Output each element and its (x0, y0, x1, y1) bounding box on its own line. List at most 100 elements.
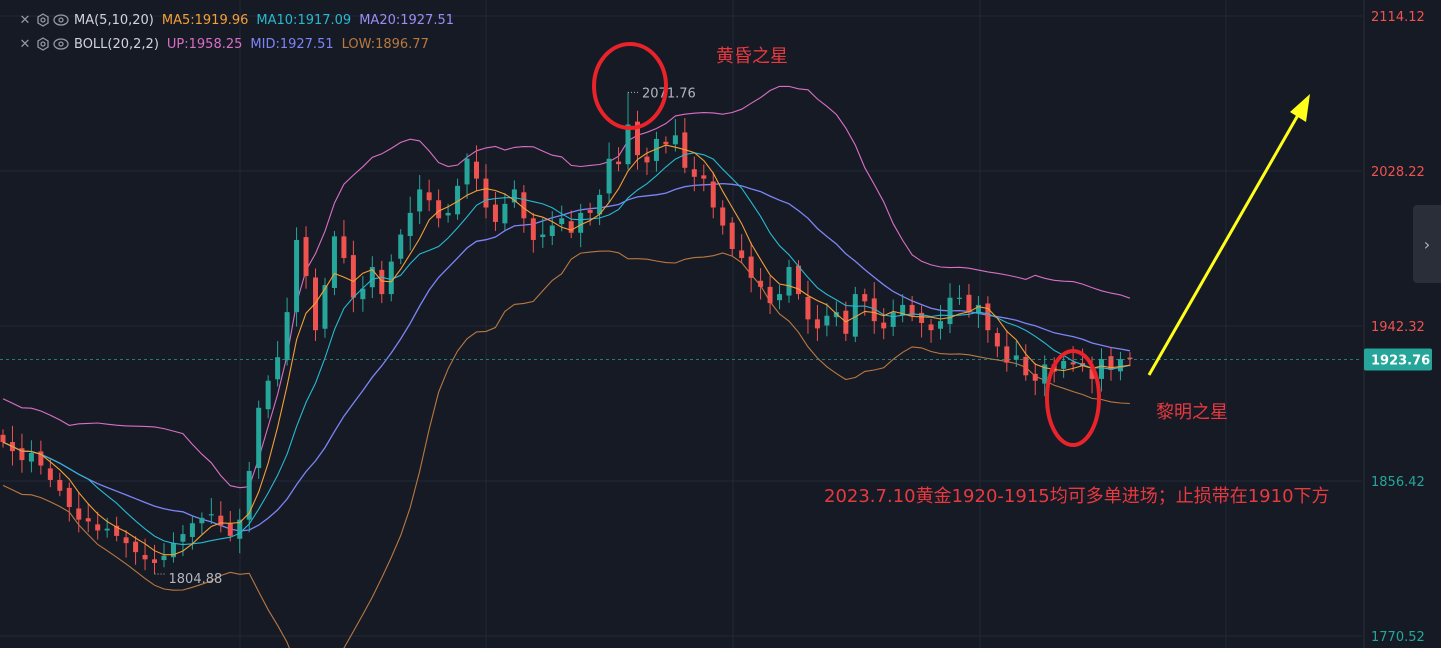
candle-body (644, 156, 650, 163)
candle-body (919, 312, 925, 323)
candle-body (938, 321, 944, 329)
candle-body (947, 297, 953, 325)
ma-legend-row: ✕ MA(5,10,20) MA5:1919.96 MA10:1917.09 M… (16, 10, 462, 30)
settings-icon[interactable] (34, 37, 52, 51)
candle-body (1099, 359, 1105, 379)
candle-body (985, 303, 991, 331)
candle-body (862, 294, 868, 302)
high-price-label: 2071.76 (642, 86, 696, 101)
candle-body (417, 189, 423, 212)
close-icon[interactable]: ✕ (19, 12, 31, 28)
candle-body (956, 297, 962, 299)
price-tick-label: 2028.22 (1371, 165, 1425, 180)
candle-body (388, 261, 394, 295)
candle-body (322, 285, 328, 329)
candle-body (606, 158, 612, 194)
candle-body (786, 267, 792, 296)
price-tick-label: 2114.12 (1371, 10, 1425, 25)
candle-body (521, 192, 527, 219)
candle-body (47, 468, 53, 480)
morning-star-label: 黎明之星 (1156, 402, 1228, 423)
candle-body (1127, 357, 1133, 360)
candle-body (928, 324, 934, 331)
candle-body (795, 265, 801, 295)
candle-body (398, 234, 404, 259)
candle-body (170, 543, 176, 558)
candle-body (0, 434, 6, 443)
candle-body (208, 514, 214, 516)
boll-lower-line (2, 250, 1130, 648)
candle-body (161, 555, 167, 561)
price-tick-label: 1770.52 (1371, 630, 1425, 645)
candle-body (189, 523, 195, 537)
candle-body (559, 218, 565, 225)
settings-icon[interactable] (34, 13, 52, 27)
candle-body (275, 357, 281, 380)
candle-body (152, 559, 158, 563)
candle-body (57, 479, 63, 491)
ma5-value: MA5:1919.96 (161, 12, 249, 28)
candle-body (246, 470, 252, 520)
candle-body (805, 296, 811, 320)
candle-body (625, 124, 631, 165)
candle-body (294, 239, 300, 313)
close-icon[interactable]: ✕ (19, 36, 31, 52)
candle-body (123, 537, 129, 544)
current-price-badge (1364, 348, 1432, 371)
price-tick-label: 1856.42 (1371, 475, 1425, 490)
candle-body (1070, 362, 1076, 365)
ma10-value: MA10:1917.09 (256, 12, 352, 28)
candle-body (464, 158, 470, 185)
candle-body (142, 555, 148, 560)
candle-body (739, 250, 745, 259)
candle-body (975, 304, 981, 314)
evening-star-circle (592, 42, 669, 130)
candle-body (758, 280, 764, 287)
visibility-icon[interactable] (52, 14, 70, 26)
candle-body (578, 212, 584, 233)
candle-body (265, 380, 271, 410)
candle-body (909, 304, 915, 316)
morning-star-circle (1045, 349, 1101, 447)
candle-body (227, 523, 233, 536)
candle-body (303, 237, 309, 277)
boll-indicator-name: BOLL(20,2,2) (74, 36, 159, 52)
candle-body (568, 221, 574, 233)
scroll-right-button[interactable]: › (1413, 205, 1441, 283)
candle-body (180, 534, 186, 542)
chevron-right-icon: › (1423, 234, 1431, 254)
candle-body (502, 203, 508, 224)
candle-body (341, 236, 347, 259)
price-tick-label: 1942.32 (1371, 320, 1425, 335)
boll-up-value: UP:1958.25 (166, 36, 243, 52)
candle-body (653, 138, 659, 161)
candle-body (455, 185, 461, 215)
candle-body (597, 194, 603, 215)
chart-grid (0, 0, 1365, 648)
candle-body (237, 519, 243, 539)
candle-body (691, 169, 697, 177)
candle-body (748, 256, 754, 278)
visibility-icon[interactable] (52, 38, 70, 50)
ma-indicator-name: MA(5,10,20) (74, 12, 154, 28)
candle-body (445, 212, 451, 216)
candle-body (540, 234, 546, 238)
price-axis: 2114.12 2028.22 1942.32 1856.42 1770.52 1923.… (1364, 10, 1432, 645)
boll-mid-line (2, 182, 1131, 532)
boll-upper-line (2, 85, 1131, 489)
candle-body (1117, 359, 1123, 372)
candle-body (777, 294, 783, 301)
bollinger-bands (2, 85, 1131, 648)
candle-body (900, 304, 906, 316)
candle-body (19, 448, 25, 461)
candle-body (379, 269, 385, 295)
candle-body (28, 452, 34, 462)
candle-body (824, 315, 830, 326)
candle-body (436, 200, 442, 219)
candle-body (672, 135, 678, 145)
candle-body (218, 515, 224, 526)
candle-body (871, 298, 877, 322)
candle-body (360, 288, 366, 300)
